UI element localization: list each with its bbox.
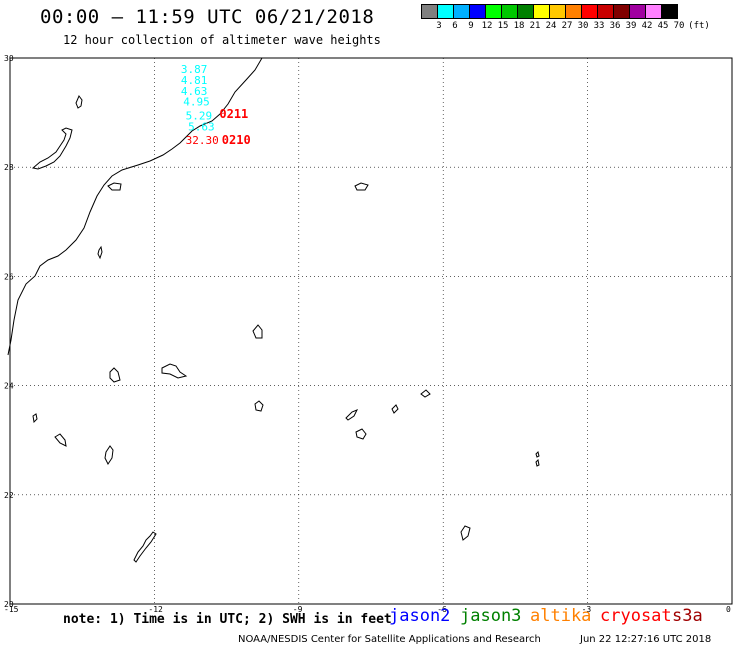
color-scale-label: 33 xyxy=(593,21,605,31)
island-outline xyxy=(161,363,188,379)
wave-height-value: 32.30 xyxy=(186,134,219,147)
color-scale-label: 36 xyxy=(609,21,621,31)
island-outline xyxy=(31,127,73,170)
latitude-tick-label: 22 xyxy=(4,491,14,500)
map-frame xyxy=(9,57,733,605)
latitude-tick-label: 24 xyxy=(4,382,14,391)
longitude-tick-label: -12 xyxy=(148,605,163,614)
island-outline xyxy=(252,324,263,339)
island-outline xyxy=(109,367,121,383)
color-scale-label: 24 xyxy=(545,21,557,31)
latitude-tick-label: 28 xyxy=(4,163,14,172)
color-scale-label: 27 xyxy=(561,21,573,31)
axis-tick-labels: 30 28 26 24 22 20-15 -12 -9 -6 -3 0 xyxy=(4,54,731,614)
island-outline xyxy=(535,451,540,458)
map-subtitle: 12 hour collection of altimeter wave hei… xyxy=(63,33,381,47)
satellite-legend-cryosat: cryosat xyxy=(600,606,672,626)
color-scale-unit: (ft) xyxy=(688,21,710,31)
island-outline xyxy=(460,525,471,541)
color-scale-label: 70 xyxy=(673,21,685,31)
color-scale-label: 6 xyxy=(452,21,458,31)
color-scale-labels: 3 6 9 12 15 18 21 24 27 30 33 36 39 42 45 70 (ft) xyxy=(422,19,710,33)
wave-height-value: 4.63 xyxy=(181,85,208,98)
island-outline xyxy=(535,458,540,467)
latitude-tick-label: 30 xyxy=(4,54,14,63)
footer-timestamp: Jun 22 12:27:16 UTC 2018 xyxy=(580,634,712,645)
wave-height-value: 4.81 xyxy=(181,74,208,87)
color-scale-label: 30 xyxy=(577,21,589,31)
wave-height-color-scale: 3 6 9 12 15 18 21 24 27 30 33 36 39 42 45 70 (ft) xyxy=(421,4,710,33)
african-coastline xyxy=(7,57,263,356)
wave-height-value: 3.87 xyxy=(181,63,208,76)
island-outline xyxy=(420,389,431,398)
color-scale-label: 18 xyxy=(513,21,525,31)
color-scale-swatch xyxy=(661,4,678,19)
color-scale-label: 9 xyxy=(468,21,474,31)
longitude-tick-label: -15 xyxy=(4,605,19,614)
wave-height-value: 4.95 xyxy=(183,96,210,109)
island-outline xyxy=(391,404,399,414)
wave-height-value: 5.63 xyxy=(188,120,215,133)
satellite-legend-jason2: jason2 xyxy=(389,606,451,626)
pass-time-label: 0210 xyxy=(222,133,251,147)
color-scale-label: 42 xyxy=(641,21,653,31)
footer-note: note: 1) Time is in UTC; 2) SWH is in fe… xyxy=(63,612,392,627)
island-outline xyxy=(355,428,367,440)
longitude-tick-label: -6 xyxy=(437,605,447,614)
color-scale-label: 12 xyxy=(481,21,493,31)
latitude-tick-label: 20 xyxy=(4,600,14,609)
latitude-tick-label: 26 xyxy=(4,272,14,281)
island-outline xyxy=(75,95,83,109)
color-scale-swatches xyxy=(421,4,678,19)
longitude-tick-label: 0 xyxy=(726,605,731,614)
island-outline xyxy=(104,445,114,465)
map-grid xyxy=(9,57,733,605)
satellite-legend-altika: altika xyxy=(530,606,592,626)
island-outline xyxy=(97,245,103,260)
footer-credit: NOAA/NESDIS Center for Satellite Applica… xyxy=(238,634,541,645)
color-scale-label: 15 xyxy=(497,21,509,31)
coastline xyxy=(7,57,540,563)
satellite-legend-s3a: s3a xyxy=(672,606,703,626)
map-title: 00:00 — 11:59 UTC 06/21/2018 xyxy=(40,6,375,28)
color-scale-label: 3 xyxy=(436,21,442,31)
satellite-legend-jason3: jason3 xyxy=(460,606,522,626)
island-outline xyxy=(345,409,359,421)
color-scale-label: 39 xyxy=(625,21,637,31)
longitude-tick-label: -9 xyxy=(293,605,303,614)
island-outline xyxy=(254,400,264,412)
wave-height-value: 5.29 xyxy=(186,109,213,122)
longitude-tick-label: -3 xyxy=(582,605,592,614)
island-outline xyxy=(32,413,38,424)
island-outline xyxy=(354,182,369,191)
color-scale-label: 21 xyxy=(529,21,541,31)
pass-time-label: 0211 xyxy=(219,107,248,121)
island-outline xyxy=(54,433,67,447)
island-outline xyxy=(133,531,157,563)
island-outline xyxy=(107,182,122,191)
color-scale-label: 45 xyxy=(657,21,669,31)
